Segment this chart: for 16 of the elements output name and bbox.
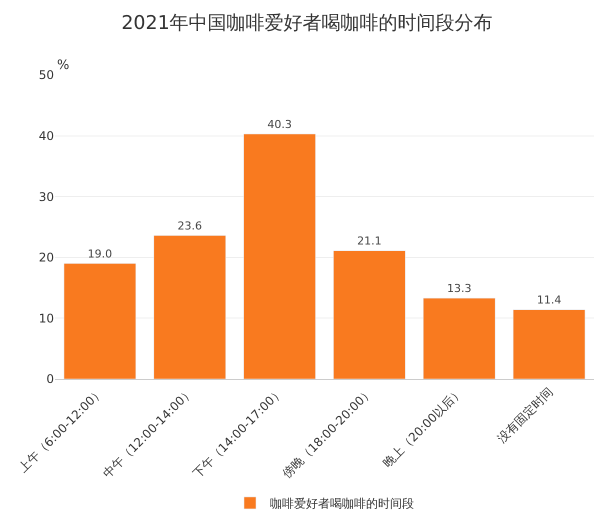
legend-label: 咖啡爱好者喝咖啡的时间段 — [270, 496, 414, 511]
data-label: 19.0 — [88, 247, 112, 260]
y-axis-title: % — [57, 58, 70, 73]
y-tick-label: 10 — [38, 311, 54, 326]
chart-title: 2021年中国咖啡爱好者喝咖啡的时间段分布 — [121, 12, 493, 34]
y-tick-label: 20 — [38, 250, 54, 265]
data-label: 13.3 — [447, 282, 472, 296]
y-tick-label: 40 — [38, 129, 54, 143]
y-tick-label: 30 — [38, 190, 54, 204]
data-label: 11.4 — [536, 294, 562, 307]
x-tick-label: 没有固定时间 — [494, 384, 556, 446]
data-label: 40.3 — [267, 118, 292, 131]
data-label: 23.6 — [178, 220, 202, 233]
y-tick-label: 0 — [46, 372, 54, 386]
data-label: 21.1 — [357, 234, 382, 248]
y-tick-label: 50 — [38, 68, 54, 82]
